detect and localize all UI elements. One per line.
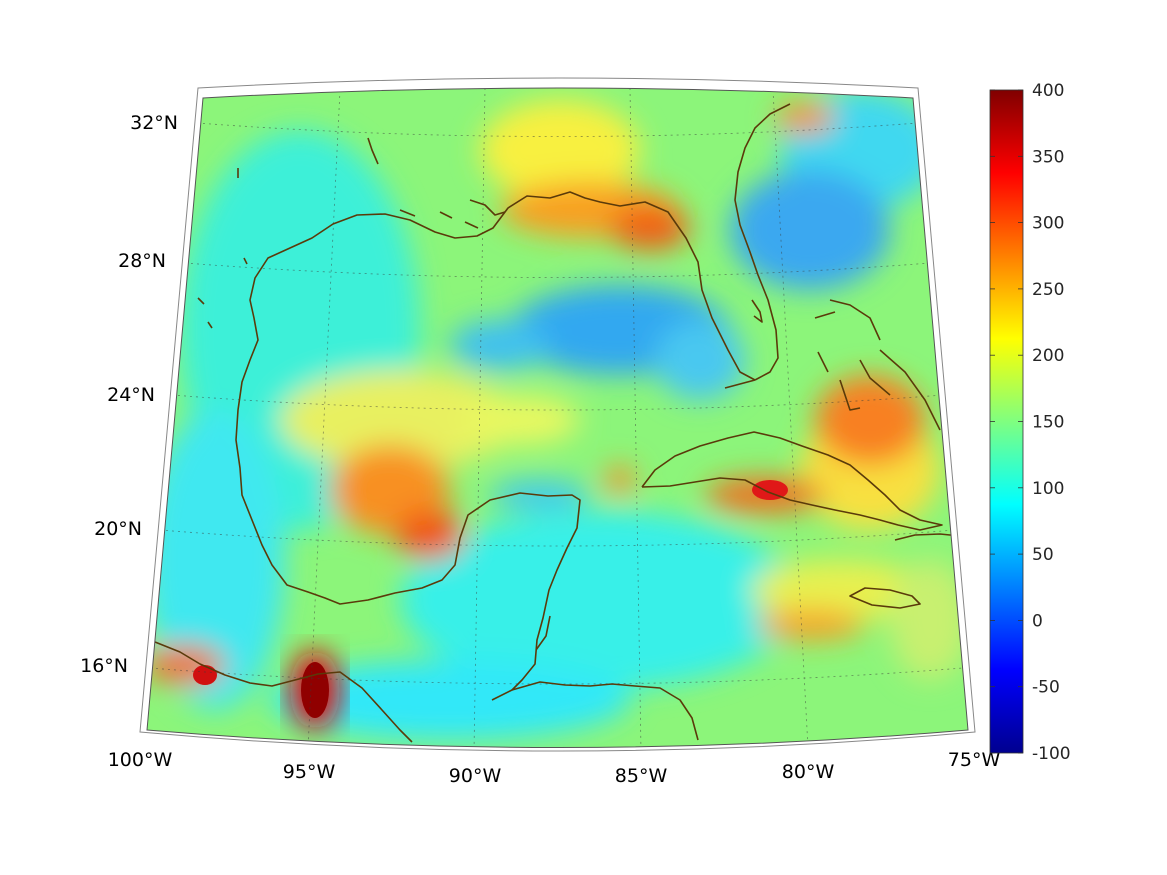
lon-tick-label: 95°W: [283, 761, 336, 783]
honduras-coast: [511, 681, 699, 741]
lat-tick-label: 28°N: [118, 250, 166, 272]
meridian-line: [473, 88, 486, 748]
lon-tick-label: 80°W: [782, 761, 835, 783]
meridian-line: [307, 89, 341, 748]
coastlines: [154, 103, 961, 743]
colorbar-gradient: [989, 89, 1024, 754]
field-blob: [815, 375, 925, 465]
frame-inner: [146, 87, 969, 748]
field-blob: [147, 410, 285, 710]
parallel-line: [171, 394, 944, 411]
florida-keys: [724, 379, 756, 389]
field-blob: [460, 395, 580, 445]
lat-labels: 16°N 20°N 24°N 28°N 32°N: [80, 112, 178, 677]
gulf-coast: [235, 191, 756, 701]
map-field: [147, 88, 968, 748]
field-hotspot: [752, 480, 788, 500]
map-frame: [139, 77, 976, 752]
bahamas-coast: [814, 299, 941, 431]
colorbar-tick-label: 0: [1032, 611, 1043, 631]
field-blobs: [147, 90, 968, 740]
colorbar-tick-label: 300: [1032, 214, 1064, 234]
lon-tick-label: 90°W: [449, 765, 502, 787]
field-hotspot: [193, 665, 217, 685]
field-blob: [730, 170, 890, 290]
field-blob: [480, 100, 640, 200]
central-america-coast: [154, 641, 413, 743]
field-blob: [655, 320, 745, 400]
field-blob: [280, 370, 520, 470]
field-blob: [450, 320, 550, 370]
colorbar-tick-label: 400: [1032, 81, 1064, 101]
lat-tick-label: 24°N: [107, 384, 155, 406]
lon-tick-label: 100°W: [108, 749, 173, 771]
field-blob: [605, 465, 635, 495]
colorbar-tick-label: 150: [1032, 413, 1064, 433]
field-blob: [610, 206, 690, 250]
field-blob: [395, 510, 465, 560]
field-blob: [890, 560, 968, 680]
yucatan-inner: [535, 615, 551, 651]
field-blob: [775, 103, 835, 133]
colorbar-ticks: 400 350 300 250 200 150 100 50 0 -50 -100: [990, 81, 1071, 764]
lat-tick-label: 32°N: [130, 112, 178, 134]
colorbar: 400 350 300 250 200 150 100 50 0 -50 -100: [989, 81, 1071, 764]
colorbar-tick-label: 350: [1032, 147, 1064, 167]
field-hotspot: [301, 662, 329, 718]
colorbar-tick-label: 250: [1032, 280, 1064, 300]
colorbar-tick-label: 200: [1032, 346, 1064, 366]
field-hotspots: [193, 480, 788, 730]
colorbar-tick-label: -100: [1032, 744, 1071, 764]
lon-tick-label: 85°W: [615, 765, 668, 787]
hispaniola-coast: [894, 533, 961, 541]
field-blob: [400, 510, 800, 690]
cuba-coast: [641, 431, 943, 531]
parallel-line: [159, 529, 956, 547]
jamaica-coast: [849, 587, 921, 609]
parallel-line: [196, 122, 919, 137]
colorbar-tick-label: -50: [1032, 678, 1060, 698]
colorbar-tick-label: 100: [1032, 479, 1064, 499]
florida-atlantic-coast: [734, 103, 791, 381]
lat-tick-label: 16°N: [80, 655, 128, 677]
meridian-line: [629, 88, 642, 748]
colorbar-tick-label: 50: [1032, 545, 1054, 565]
field-blob: [750, 560, 930, 620]
mississippi-delta: [399, 199, 506, 229]
lon-tick-label: 75°W: [948, 749, 1001, 771]
lon-labels: 100°W 95°W 90°W 85°W 80°W 75°W: [108, 749, 1001, 787]
inland-lakes: [197, 137, 763, 329]
frame-outer: [139, 77, 976, 752]
field-blob: [755, 610, 865, 640]
lat-tick-label: 20°N: [94, 518, 142, 540]
meridian-line: [772, 89, 809, 748]
